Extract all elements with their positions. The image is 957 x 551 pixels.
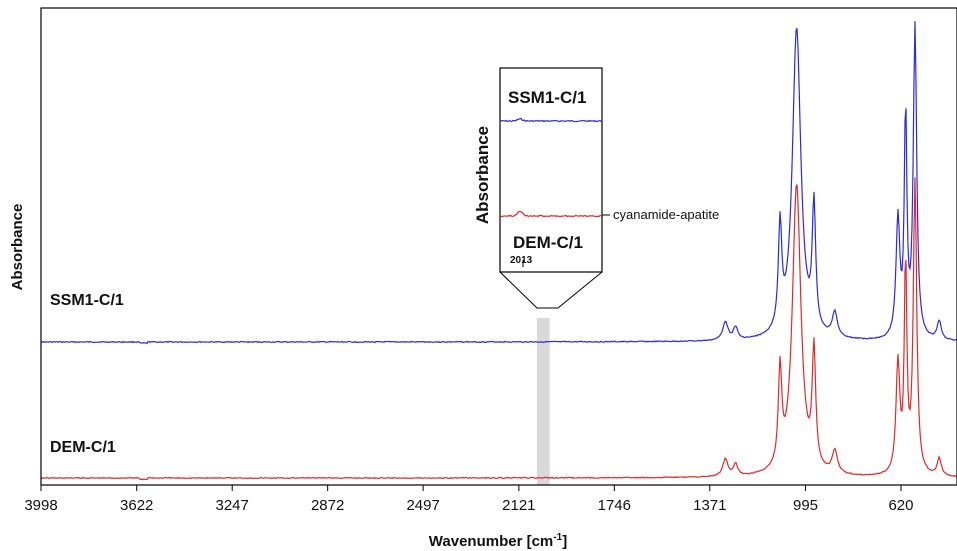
x-tick-label: 995 [793, 497, 818, 514]
inset-line-dem-c1 [499, 210, 603, 218]
inset-zoom: Absorbance SSM1-C/1 DEM-C/1 2013 [473, 67, 603, 273]
y-axis-title: Absorbance [9, 204, 26, 291]
inset-line-ssm1-c1 [499, 118, 603, 123]
annotation-cyanamide-apatite: cyanamide-apatite [613, 207, 719, 222]
inset-connector [499, 271, 603, 309]
x-tick-label: 1746 [598, 497, 631, 514]
inset-series-label-dem-c1: DEM-C/1 [513, 233, 583, 252]
series-label-dem-c1: DEM-C/1 [50, 439, 116, 456]
inset-frame [499, 67, 603, 273]
x-tick-label: 2497 [406, 497, 439, 514]
x-tick-label: 3622 [120, 497, 153, 514]
x-tick-label: 2872 [311, 497, 344, 514]
x-tick-label: 3247 [216, 497, 249, 514]
inset-series-label-ssm1-c1: SSM1-C/1 [508, 88, 586, 107]
x-tick-label: 620 [888, 497, 913, 514]
highlight-band [536, 318, 550, 485]
inset-y-axis-title: Absorbance [473, 126, 492, 224]
x-axis-title: Wavenumber [cm-1] [429, 532, 567, 550]
x-axis-ticks: 3998 3622 3247 2872 2497 2121 1746 1371 995 620 [24, 485, 914, 514]
series-line-dem-c1 [40, 177, 957, 481]
x-tick-label: 2121 [502, 497, 535, 514]
series-label-ssm1-c1: SSM1-C/1 [50, 292, 124, 309]
plot-frame [40, 7, 957, 486]
x-tick-label: 1371 [693, 497, 726, 514]
inset-x-tick-label: 2013 [510, 255, 533, 266]
x-tick-label: 3998 [24, 497, 57, 514]
series-line-ssm1-c1 [40, 21, 957, 345]
